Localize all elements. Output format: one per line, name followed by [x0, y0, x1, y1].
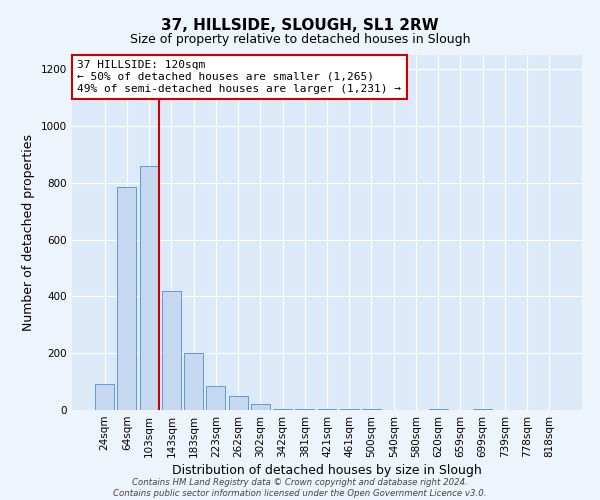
- Bar: [140, 166, 158, 410]
- Bar: [429, 408, 448, 410]
- Bar: [229, 396, 248, 410]
- Bar: [162, 290, 181, 410]
- Bar: [362, 408, 381, 410]
- Text: 37 HILLSIDE: 120sqm
← 50% of detached houses are smaller (1,265)
49% of semi-det: 37 HILLSIDE: 120sqm ← 50% of detached ho…: [77, 60, 401, 94]
- Bar: [317, 408, 337, 410]
- Bar: [118, 187, 136, 410]
- Text: Size of property relative to detached houses in Slough: Size of property relative to detached ho…: [130, 32, 470, 46]
- Bar: [206, 386, 225, 410]
- Bar: [184, 353, 203, 410]
- Bar: [95, 384, 114, 410]
- Bar: [295, 408, 314, 410]
- X-axis label: Distribution of detached houses by size in Slough: Distribution of detached houses by size …: [172, 464, 482, 477]
- Bar: [473, 408, 492, 410]
- Text: 37, HILLSIDE, SLOUGH, SL1 2RW: 37, HILLSIDE, SLOUGH, SL1 2RW: [161, 18, 439, 32]
- Bar: [340, 408, 359, 410]
- Bar: [251, 404, 270, 410]
- Bar: [273, 408, 292, 410]
- Y-axis label: Number of detached properties: Number of detached properties: [22, 134, 35, 331]
- Text: Contains HM Land Registry data © Crown copyright and database right 2024.
Contai: Contains HM Land Registry data © Crown c…: [113, 478, 487, 498]
